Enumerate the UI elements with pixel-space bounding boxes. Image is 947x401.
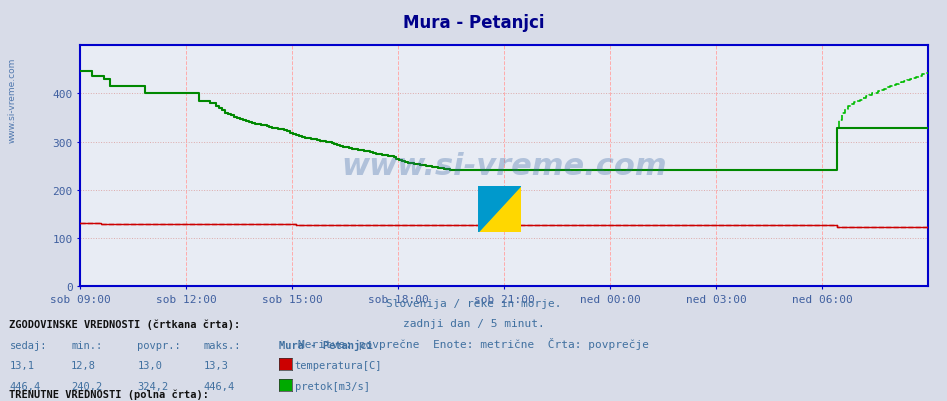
Text: TRENUTNE VREDNOSTI (polna črta):: TRENUTNE VREDNOSTI (polna črta): — [9, 389, 209, 399]
Text: Mura - Petanjci: Mura - Petanjci — [402, 14, 545, 32]
Text: 446,4: 446,4 — [9, 381, 41, 391]
Text: 324,2: 324,2 — [137, 381, 169, 391]
Text: 240,2: 240,2 — [71, 381, 102, 391]
Text: 13,1: 13,1 — [9, 360, 34, 371]
Text: www.si-vreme.com: www.si-vreme.com — [8, 58, 17, 143]
Text: 13,3: 13,3 — [204, 360, 228, 371]
Text: pretok[m3/s]: pretok[m3/s] — [295, 381, 369, 391]
Polygon shape — [478, 186, 521, 233]
Text: Slovenija / reke in morje.: Slovenija / reke in morje. — [385, 299, 562, 309]
Text: ZGODOVINSKE VREDNOSTI (črtkana črta):: ZGODOVINSKE VREDNOSTI (črtkana črta): — [9, 318, 241, 329]
Text: 12,8: 12,8 — [71, 360, 96, 371]
Text: 446,4: 446,4 — [204, 381, 235, 391]
Text: Mura - Petanjci: Mura - Petanjci — [279, 339, 373, 350]
Text: temperatura[C]: temperatura[C] — [295, 360, 382, 371]
Text: povpr.:: povpr.: — [137, 340, 181, 350]
Text: www.si-vreme.com: www.si-vreme.com — [342, 152, 667, 181]
Text: sedaj:: sedaj: — [9, 340, 47, 350]
Text: min.:: min.: — [71, 340, 102, 350]
Text: maks.:: maks.: — [204, 340, 241, 350]
Text: zadnji dan / 5 minut.: zadnji dan / 5 minut. — [402, 318, 545, 328]
Text: Meritve: povprečne  Enote: metrične  Črta: povprečje: Meritve: povprečne Enote: metrične Črta:… — [298, 337, 649, 349]
Polygon shape — [478, 186, 521, 233]
Text: 13,0: 13,0 — [137, 360, 162, 371]
